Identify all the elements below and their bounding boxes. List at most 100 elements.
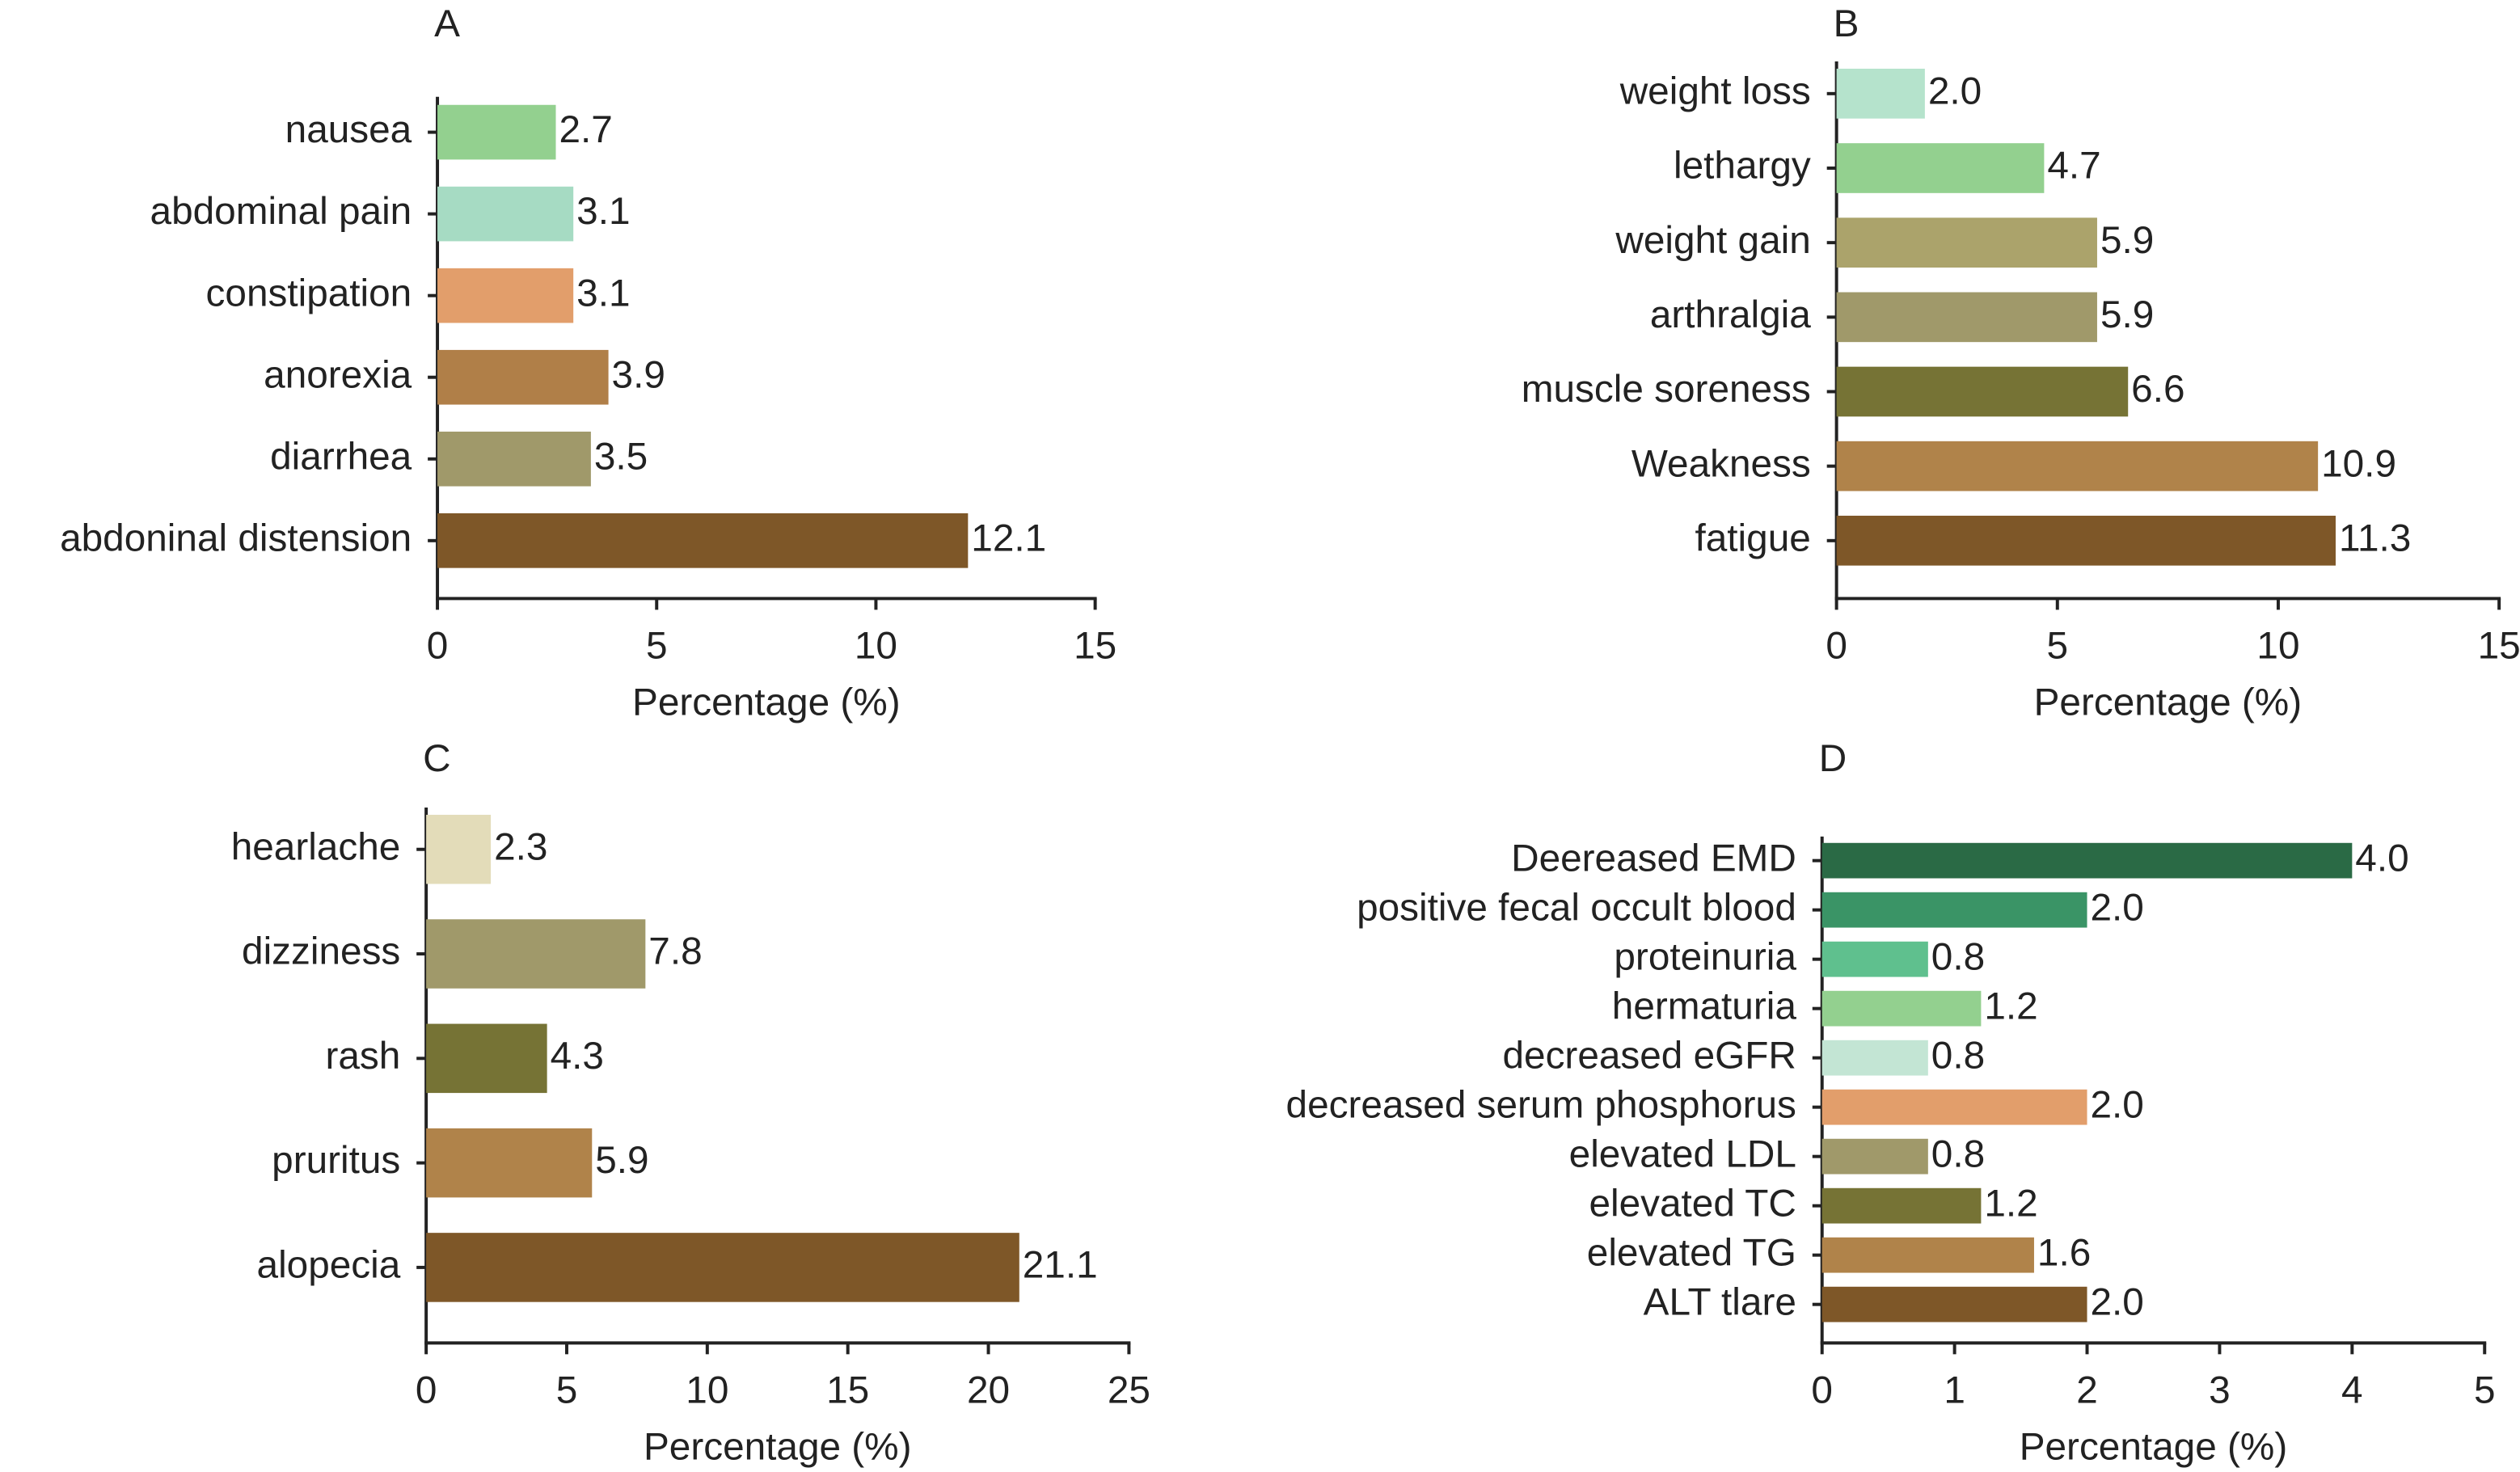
category-label: proteinuria (1614, 935, 1796, 978)
value-label: 12.1 (971, 517, 1046, 559)
x-tick-label: 10 (686, 1369, 728, 1412)
value-label: 1.2 (1984, 985, 2037, 1027)
category-label: lethargy (1674, 145, 1811, 188)
x-tick-label: 15 (826, 1369, 869, 1412)
bar (437, 513, 969, 568)
category-label: weight loss (1619, 70, 1811, 112)
bar (1821, 1089, 2087, 1125)
value-label: 0.8 (1931, 1034, 1985, 1077)
bar (437, 431, 591, 487)
bar (426, 1128, 593, 1198)
bar (1821, 1237, 2034, 1273)
bar (426, 1023, 547, 1094)
bar (437, 104, 556, 160)
value-label: 4.7 (2047, 145, 2100, 188)
category-label: anorexia (264, 353, 412, 396)
value-label: 0.8 (1931, 1132, 1985, 1175)
value-label: 4.3 (551, 1035, 604, 1078)
category-label: abdoninal distension (60, 517, 412, 559)
value-label: 3.1 (576, 272, 630, 314)
x-tick-label: 1 (1944, 1369, 1965, 1412)
category-label: muscle soreness (1522, 368, 1811, 411)
panel-title: D (1819, 737, 1847, 780)
category-label: hearlache (231, 825, 401, 868)
bar (1836, 292, 2097, 343)
value-label: 6.6 (2131, 368, 2184, 411)
value-label: 3.9 (612, 353, 665, 396)
x-tick-label: 10 (2256, 625, 2299, 668)
x-tick-label: 5 (646, 625, 668, 668)
value-label: 2.3 (494, 825, 547, 868)
value-label: 5.9 (595, 1139, 648, 1182)
x-tick-label: 4 (2341, 1369, 2363, 1412)
value-label: 7.8 (648, 930, 702, 973)
value-label: 2.0 (2090, 1280, 2143, 1323)
category-label: hermaturia (1612, 985, 1797, 1027)
x-tick-label: 20 (967, 1369, 1010, 1412)
x-tick-label: 2 (2076, 1369, 2098, 1412)
bar (426, 919, 646, 989)
bar (1821, 1187, 1982, 1224)
panel-title: C (423, 737, 450, 780)
bar (1836, 515, 2336, 566)
value-label: 1.2 (1984, 1182, 2037, 1225)
value-label: 2.0 (2090, 886, 2143, 929)
panel-title: A (434, 2, 460, 45)
bar (437, 268, 574, 323)
bar (1821, 1040, 1928, 1076)
bar (1821, 990, 1982, 1027)
category-label: nausea (285, 108, 412, 151)
value-label: 21.1 (1023, 1244, 1098, 1287)
category-label: elevated TG (1587, 1231, 1796, 1274)
x-axis-label: Percentage (%) (2020, 1425, 2288, 1468)
value-label: 5.9 (2100, 219, 2154, 262)
bar (1821, 842, 2353, 879)
bar (426, 1233, 1019, 1302)
category-label: arthralgia (1650, 293, 1811, 336)
bar (1821, 1138, 1928, 1175)
x-tick-label: 0 (1826, 625, 1847, 668)
panel-title: B (1834, 2, 1859, 45)
x-tick-label: 0 (427, 625, 449, 668)
bar (426, 814, 492, 884)
category-label: decreased serum phosphorus (1286, 1083, 1796, 1126)
bar (1821, 941, 1928, 977)
value-label: 1.6 (2037, 1231, 2091, 1274)
x-tick-label: 0 (416, 1369, 437, 1412)
x-axis-label: Percentage (%) (632, 681, 901, 723)
value-label: 3.5 (594, 435, 648, 478)
bar (1836, 217, 2097, 268)
category-label: abdominal pain (150, 190, 412, 233)
category-label: diarrhea (270, 435, 412, 478)
category-label: Deereased EMD (1511, 837, 1796, 879)
x-tick-label: 15 (2478, 625, 2520, 668)
bar (1821, 1286, 2087, 1322)
x-axis-label: Percentage (%) (2034, 681, 2303, 723)
category-label: elevated LDL (1569, 1132, 1796, 1175)
value-label: 2.0 (2090, 1083, 2143, 1126)
category-label: weight gain (1615, 219, 1810, 262)
x-tick-label: 0 (1811, 1369, 1833, 1412)
bar (1836, 143, 2045, 193)
category-label: elevated TC (1589, 1182, 1796, 1225)
category-label: pruritus (272, 1139, 400, 1182)
x-tick-label: 10 (855, 625, 897, 668)
bar (437, 349, 609, 405)
category-label: rash (325, 1035, 400, 1078)
bar (437, 186, 574, 242)
category-label: ALT tlare (1644, 1280, 1796, 1323)
value-label: 5.9 (2100, 293, 2154, 336)
value-label: 4.0 (2355, 837, 2408, 879)
x-tick-label: 15 (1074, 625, 1116, 668)
value-label: 0.8 (1931, 935, 1985, 978)
value-label: 2.0 (1928, 70, 1982, 112)
x-tick-label: 5 (2474, 1369, 2496, 1412)
category-label: Weakness (1631, 442, 1811, 485)
x-tick-label: 3 (2209, 1369, 2231, 1412)
bar (1836, 366, 2129, 417)
value-label: 2.7 (559, 108, 612, 151)
x-tick-label: 25 (1108, 1369, 1150, 1412)
category-label: fatigue (1695, 517, 1811, 559)
category-label: constipation (206, 272, 412, 314)
